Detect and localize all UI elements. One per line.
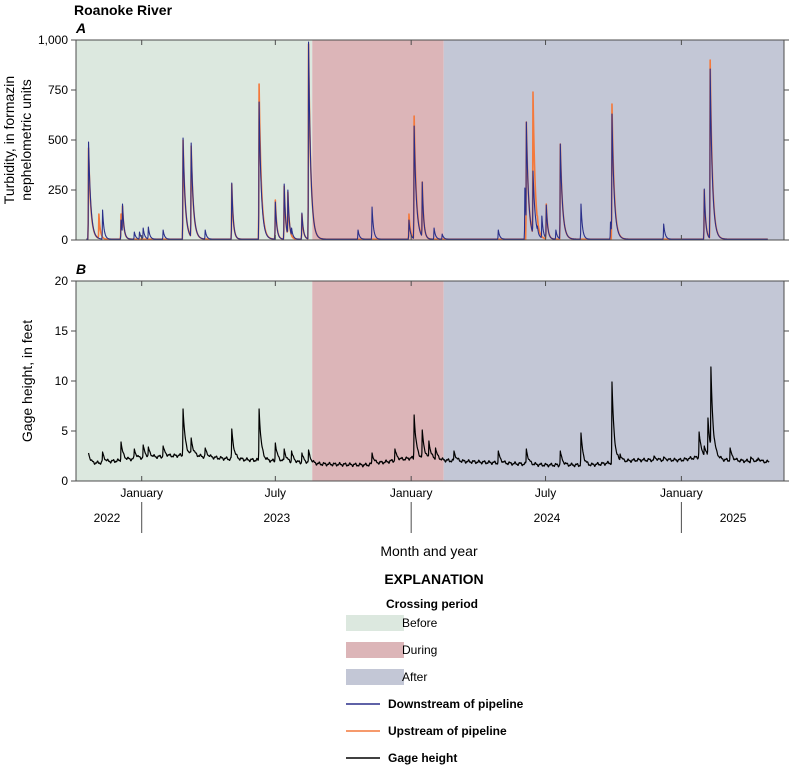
gage-period-after xyxy=(443,281,784,481)
year-label: 2024 xyxy=(534,511,561,525)
year-label: 2023 xyxy=(263,511,290,525)
legend: EXPLANATION Crossing period Before Durin… xyxy=(346,571,524,765)
legend-label-before: Before xyxy=(402,616,438,630)
legend-patch-during xyxy=(346,642,404,658)
gage-ytick-label: 15 xyxy=(55,324,69,338)
x-tick-label: January xyxy=(660,486,703,500)
gage-ytick-label: 5 xyxy=(61,424,68,438)
legend-label-upstream: Upstream of pipeline xyxy=(388,724,507,738)
gage-period-before xyxy=(76,281,313,481)
turbidity-ytick-label: 500 xyxy=(48,133,68,147)
site-title: Roanoke River xyxy=(74,2,173,18)
x-tick-label: January xyxy=(120,486,163,500)
turbidity-plot-frame xyxy=(75,39,785,241)
turbidity-ytick-label: 0 xyxy=(61,233,68,247)
year-label: 2022 xyxy=(94,511,121,525)
turbidity-ytick-label: 1,000 xyxy=(38,33,68,47)
gage-ytick-label: 20 xyxy=(55,274,69,288)
panel-a-label: A xyxy=(75,20,86,36)
gage-axis-label: Gage height, in feet xyxy=(19,320,35,442)
legend-patch-before xyxy=(346,615,404,631)
gage-height-panel: 0 5 10 15 20 xyxy=(55,274,789,488)
legend-label-gage: Gage height xyxy=(388,751,457,765)
panel-b-label: B xyxy=(76,261,86,277)
gage-period-during xyxy=(312,281,444,481)
turbidity-panel: 0 250 500 750 1,000 xyxy=(38,33,789,247)
x-tick-label: January xyxy=(390,486,433,500)
legend-patch-after xyxy=(346,669,404,685)
year-label: 2025 xyxy=(720,511,747,525)
x-axis: January July January July January 2022 2023 202… xyxy=(94,486,747,533)
gage-ytick-label: 0 xyxy=(61,474,68,488)
legend-title: EXPLANATION xyxy=(384,571,483,587)
turbidity-axis-label-line2: nephelometric units xyxy=(18,79,34,200)
legend-label-during: During xyxy=(402,643,437,657)
legend-label-after: After xyxy=(402,670,427,684)
x-tick-label: July xyxy=(535,486,556,500)
turbidity-period-after xyxy=(443,40,784,240)
gage-plot-frame xyxy=(75,280,785,482)
gage-ytick-label: 10 xyxy=(55,374,69,388)
legend-subtitle: Crossing period xyxy=(386,597,478,611)
x-tick-label: July xyxy=(265,486,286,500)
series-gage-height xyxy=(87,366,770,468)
turbidity-ytick-label: 750 xyxy=(48,83,68,97)
legend-label-downstream: Downstream of pipeline xyxy=(388,697,524,711)
x-axis-title: Month and year xyxy=(380,543,478,559)
turbidity-axis-label-line1: Turbidity, in formazin xyxy=(1,76,17,204)
turbidity-ytick-label: 250 xyxy=(48,183,68,197)
series-downstream-of-pipeline xyxy=(86,41,768,240)
